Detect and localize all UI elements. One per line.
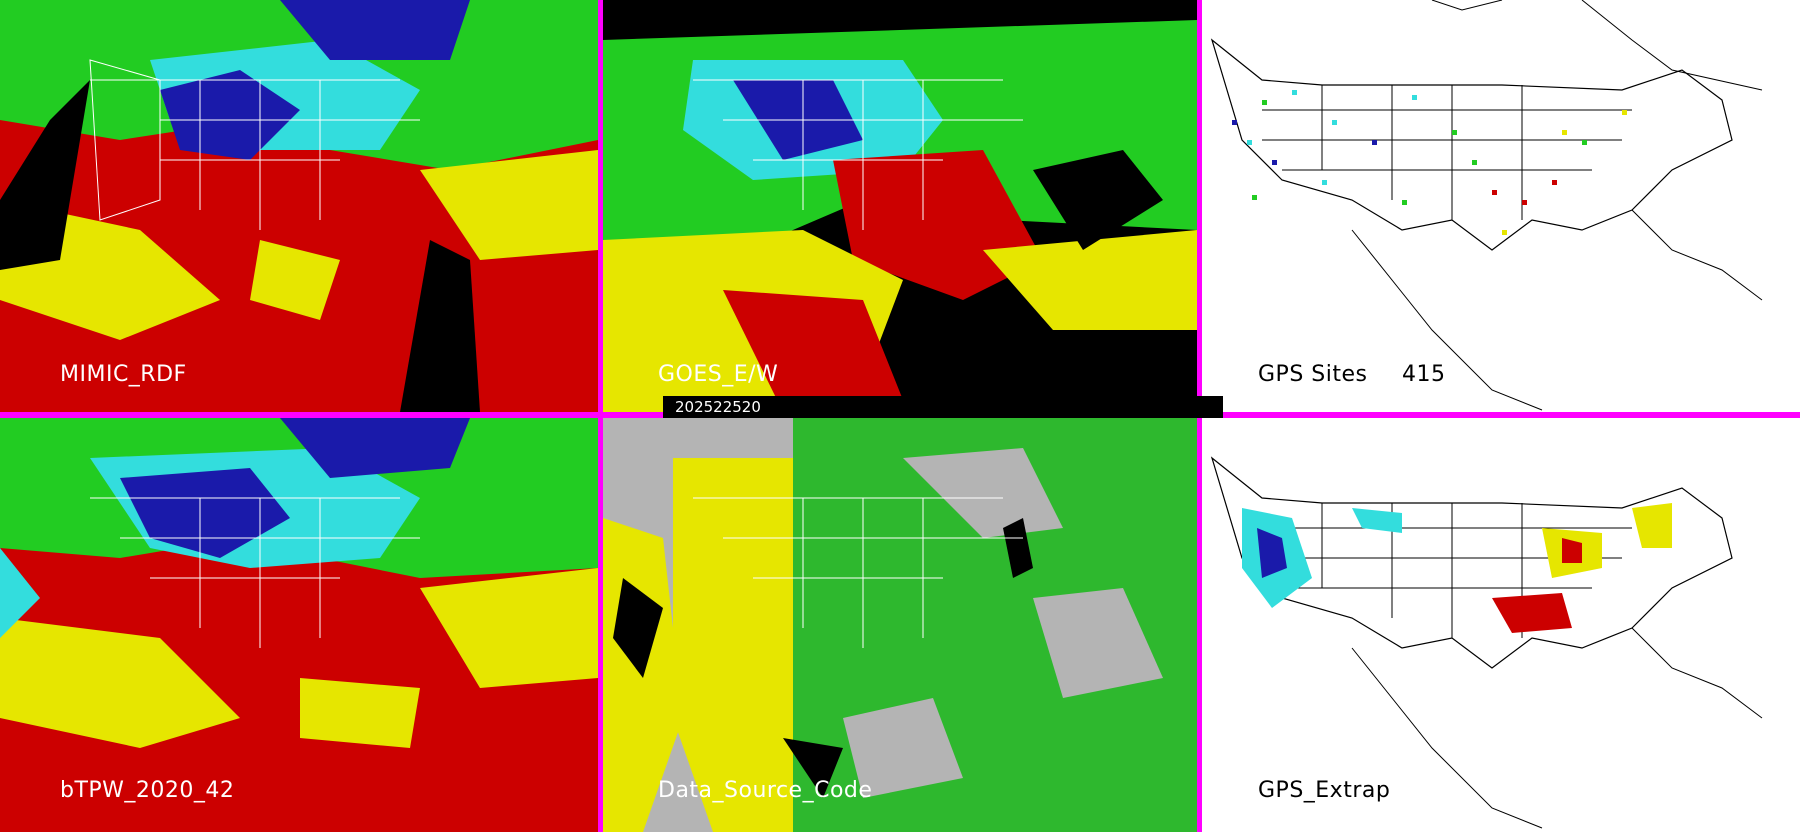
gps-sites-map [1202,0,1800,412]
panel-label: bTPW_2020_42 [60,778,235,803]
mimic-rdf-panel: MIMIC_RDF [0,0,598,412]
data-source-map [603,418,1197,832]
gps-site-count: 415 [1402,362,1446,387]
gps-extrap-panel: GPS_Extrap [1202,418,1800,832]
gps-extrap-map [1202,418,1800,832]
gps-sites-panel: GPS Sites 415 [1202,0,1800,412]
panel-label: MIMIC_RDF [60,362,187,387]
data-source-panel: Data_Source_Code [603,418,1197,832]
panel-label: GPS Sites [1258,362,1368,387]
panel-label: GOES_E/W [658,362,779,387]
timestamp-bar: 202522520 [663,396,1223,418]
panel-label: GPS_Extrap [1258,778,1391,803]
panel-label: Data_Source_Code [658,778,873,803]
btpw-panel: bTPW_2020_42 [0,418,598,832]
goes-map [603,0,1197,412]
btpw-map [0,418,598,832]
vertical-divider-left [598,0,603,832]
gps-site-markers [1232,90,1627,235]
mimic-rdf-map [0,0,598,412]
goes-panel: GOES_E/W [603,0,1197,412]
